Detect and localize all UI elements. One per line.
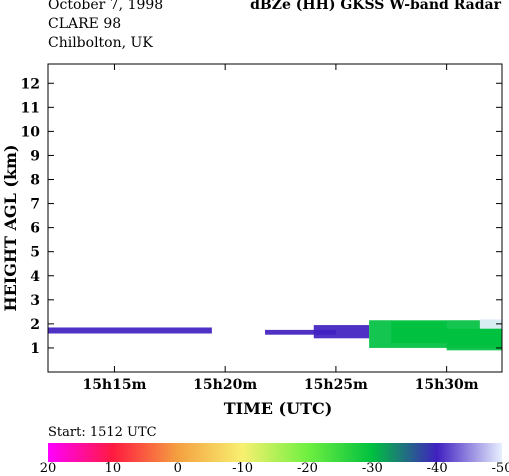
echo-layer <box>48 319 502 351</box>
x-tick-label: 15h25m <box>304 377 368 393</box>
colorbar-tick-label: -20 <box>296 461 318 476</box>
x-tick-label: 15h20m <box>193 377 257 393</box>
x-axis-label: TIME (UTC) <box>224 399 333 418</box>
echo-region-5 <box>446 328 502 351</box>
echo-region-2 <box>313 325 370 339</box>
y-tick-label: 11 <box>21 100 40 116</box>
colorbar-tick-label: -30 <box>361 461 383 476</box>
header-info: October 7, 1998 CLARE 98 Chilbolton, UK <box>48 0 163 53</box>
y-tick-label: 12 <box>21 76 40 92</box>
colorbar-tick-label: -50 <box>491 461 509 476</box>
campaign-label: CLARE 98 <box>48 16 122 32</box>
y-tick-label: 3 <box>30 293 40 309</box>
echo-region-0 <box>48 327 212 334</box>
y-tick-label: 1 <box>30 341 40 357</box>
colorbar-tick-label: 0 <box>173 461 182 476</box>
colorbar-tick-label: 10 <box>104 461 122 476</box>
y-tick-label: 8 <box>30 173 40 189</box>
x-tick-label: 15h15m <box>82 377 146 393</box>
start-time-label: Start: 1512 UTC <box>48 425 157 440</box>
y-tick-label: 10 <box>21 124 41 140</box>
colorbar-tick-label: -40 <box>426 461 448 476</box>
y-axis-label: HEIGHT AGL (km) <box>1 144 20 311</box>
colorbar-tick-label: 20 <box>39 461 57 476</box>
y-tick-label: 4 <box>30 269 40 285</box>
y-tick-label: 6 <box>30 221 40 237</box>
y-tick-label: 5 <box>30 245 40 261</box>
date-label: October 7, 1998 <box>48 0 164 13</box>
x-tick-label: 15h30m <box>415 377 479 393</box>
echo-region-1 <box>265 329 336 335</box>
chart-title: dBZe (HH) GKSS W-band Radar <box>250 0 501 13</box>
y-tick-label: 7 <box>30 197 40 213</box>
y-tick-label: 9 <box>30 148 40 164</box>
colorbar <box>48 443 502 462</box>
echo-region-6 <box>479 319 502 329</box>
site-label: Chilbolton, UK <box>48 35 153 51</box>
colorbar-tick-label: -10 <box>232 461 254 476</box>
echo-region-4 <box>391 321 447 344</box>
plot-frame <box>47 63 503 373</box>
y-tick-label: 2 <box>30 317 40 333</box>
